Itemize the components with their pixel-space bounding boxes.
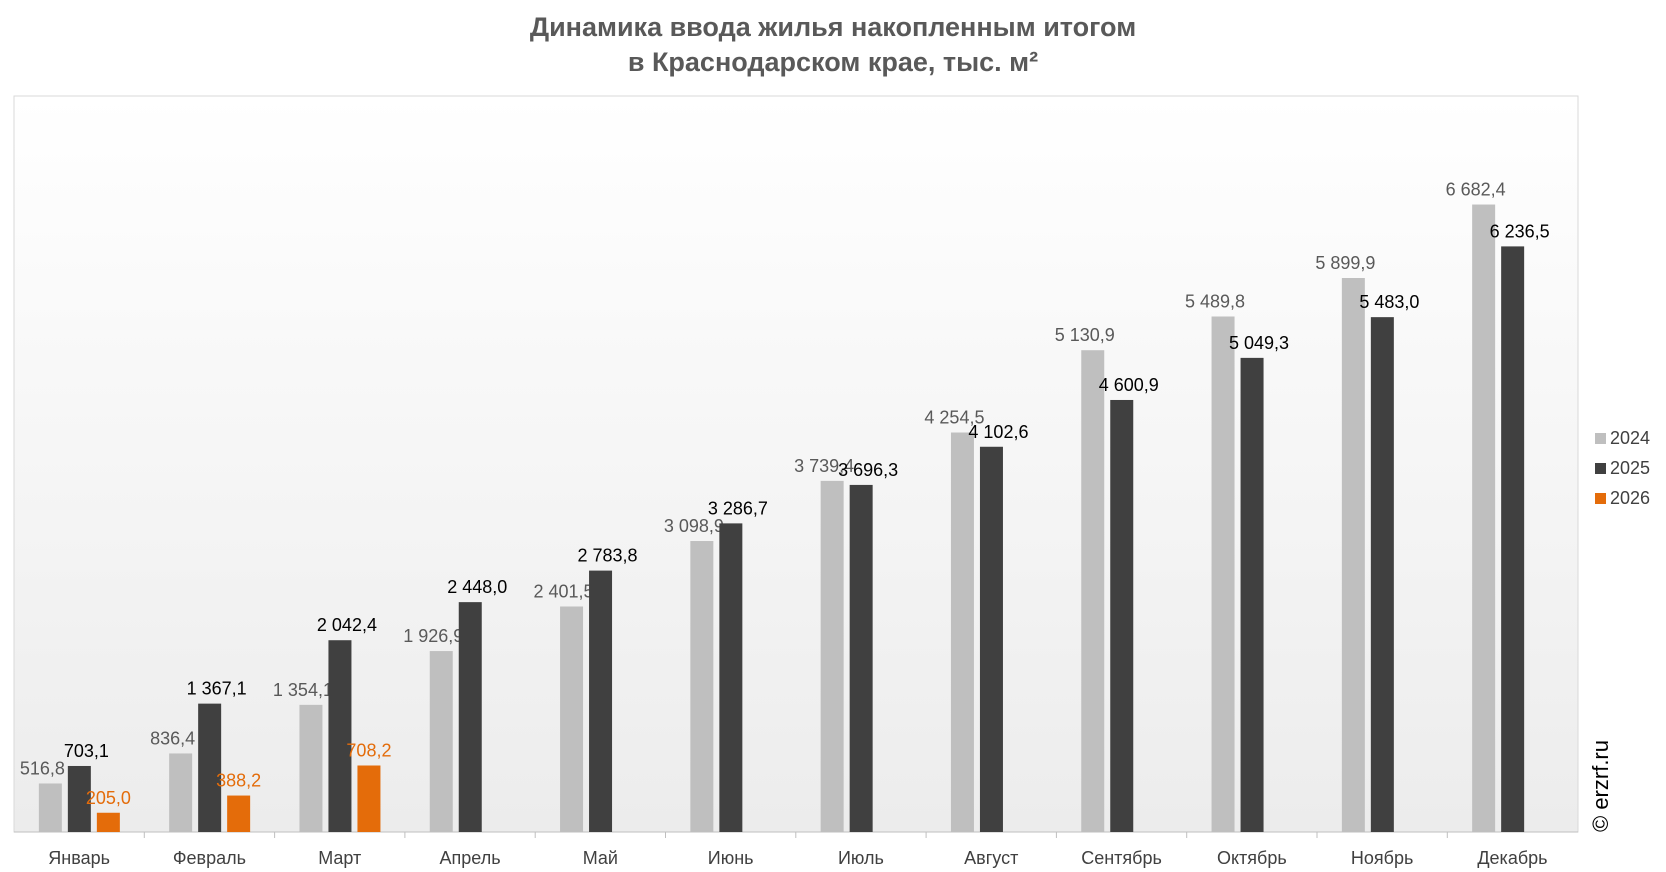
bar-2026 <box>227 795 251 832</box>
x-tick-label: Май <box>583 848 618 868</box>
legend-swatch-2026 <box>1595 493 1606 504</box>
data-label-2026: 205,0 <box>86 788 131 808</box>
x-tick-label: Ноябрь <box>1351 848 1413 868</box>
data-label-2025: 2 448,0 <box>447 577 507 597</box>
data-label-2025: 703,1 <box>64 741 109 761</box>
data-label-2024: 516,8 <box>20 758 65 778</box>
x-tick-label: Сентябрь <box>1081 848 1162 868</box>
data-label-2024: 4 254,5 <box>924 408 984 428</box>
legend-swatch-2025 <box>1595 463 1606 474</box>
x-tick-label: Июнь <box>708 848 754 868</box>
x-tick-label: Декабрь <box>1477 848 1547 868</box>
data-label-2025: 2 042,4 <box>317 615 377 635</box>
bar-2025 <box>458 602 482 832</box>
data-label-2025: 4 102,6 <box>968 422 1028 442</box>
bar-2024 <box>1341 277 1365 832</box>
watermark-text: © erzrf.ru <box>1588 740 1613 832</box>
bar-2025 <box>1110 399 1134 832</box>
bar-2024 <box>950 432 974 832</box>
data-label-2024: 3 098,9 <box>664 516 724 536</box>
data-label-2024: 3 739,4 <box>794 456 854 476</box>
bar-2026 <box>357 765 381 832</box>
data-label-2024: 5 899,9 <box>1315 253 1375 273</box>
bar-2024 <box>429 651 453 832</box>
bar-2024 <box>560 606 584 832</box>
x-tick-label: Октябрь <box>1217 848 1287 868</box>
legend-label-2024: 2024 <box>1610 428 1650 448</box>
data-label-2024: 1 926,9 <box>403 626 463 646</box>
data-label-2024: 5 489,8 <box>1185 292 1245 312</box>
data-label-2024: 1 354,1 <box>273 680 333 700</box>
legend-label-2025: 2025 <box>1610 458 1650 478</box>
data-label-2026: 708,2 <box>346 741 391 761</box>
data-label-2025: 3 696,3 <box>838 460 898 480</box>
data-label-2024: 5 130,9 <box>1055 325 1115 345</box>
data-label-2025: 5 049,3 <box>1229 333 1289 353</box>
bar-2024 <box>169 753 193 832</box>
bar-2024 <box>1211 316 1235 832</box>
data-label-2025: 5 483,0 <box>1359 292 1419 312</box>
bar-2024 <box>38 783 62 832</box>
x-tick-label: Март <box>318 848 361 868</box>
bar-2024 <box>1081 350 1105 832</box>
data-label-2024: 836,4 <box>150 728 195 748</box>
legend-label-2026: 2026 <box>1610 488 1650 508</box>
x-tick-label: Июль <box>838 848 884 868</box>
bar-2025 <box>67 765 91 832</box>
chart-subtitle: в Краснодарском крае, тыс. м² <box>627 47 1039 77</box>
bar-2024 <box>820 480 844 832</box>
bar-2025 <box>719 523 743 832</box>
data-label-2025: 3 286,7 <box>708 498 768 518</box>
bar-2025 <box>849 484 873 832</box>
bar-2025 <box>979 446 1003 832</box>
bar-2024 <box>690 541 714 832</box>
data-label-2026: 388,2 <box>216 771 261 791</box>
x-tick-label: Январь <box>48 848 110 868</box>
chart-title: Динамика ввода жилья накопленным итогом <box>529 12 1137 42</box>
bar-2025 <box>1240 357 1264 832</box>
data-label-2025: 1 367,1 <box>187 679 247 699</box>
bar-2025 <box>198 703 222 832</box>
data-label-2025: 4 600,9 <box>1099 375 1159 395</box>
bar-2025 <box>589 570 613 832</box>
data-label-2025: 6 236,5 <box>1490 221 1550 241</box>
bar-2025 <box>328 640 352 832</box>
data-label-2024: 6 682,4 <box>1446 180 1506 200</box>
data-label-2024: 2 401,5 <box>534 581 594 601</box>
bar-2024 <box>299 704 323 832</box>
x-tick-label: Февраль <box>173 848 246 868</box>
bar-2024 <box>1472 204 1496 832</box>
x-tick-label: Август <box>964 848 1018 868</box>
x-tick-label: Апрель <box>440 848 501 868</box>
plot-area <box>13 95 1579 833</box>
legend-swatch-2024 <box>1595 433 1606 444</box>
bar-2025 <box>1370 317 1394 832</box>
bar-2025 <box>1501 246 1525 833</box>
data-label-2025: 2 783,8 <box>578 546 638 566</box>
bar-2026 <box>96 812 120 832</box>
